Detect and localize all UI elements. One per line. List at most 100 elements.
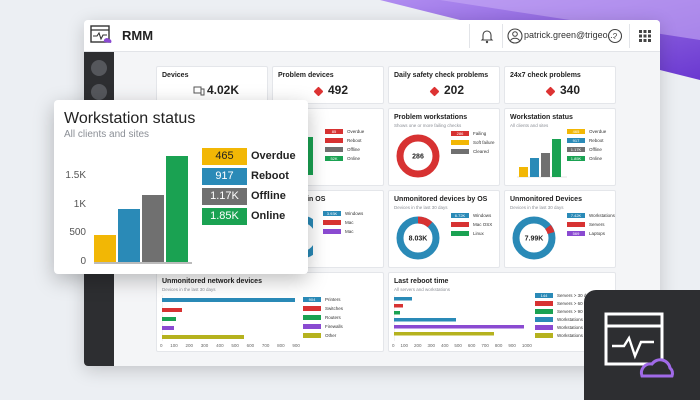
header-divider: [502, 24, 503, 48]
app-header: RMM patrick.green@trigeo... ?: [84, 20, 660, 52]
legend-item: 286 Failing: [451, 131, 486, 137]
card-workstation-status-small[interactable]: Workstation status All clients and sites…: [504, 108, 616, 186]
card-unmonitored-devices[interactable]: Unmonitored Devices Devices in the last …: [504, 190, 616, 268]
svg-text:?: ?: [613, 32, 618, 41]
legend-item: Soft failure: [451, 140, 495, 146]
legend-item: Servers > 90 days: [535, 309, 593, 315]
card-subtitle: All servers and workstations: [394, 287, 451, 292]
bar-offline[interactable]: [142, 194, 164, 262]
x-axis-ticks: 0 100 200 300 400 500 600 700 800 900: [160, 343, 300, 348]
card-problem-workstations[interactable]: Problem workstations Shows one or more f…: [388, 108, 500, 186]
stat-value: 4.02K: [207, 83, 240, 97]
workstation-status-card[interactable]: Workstation status All clients and sites…: [54, 100, 308, 274]
legend-badge-overdue: 465: [202, 148, 247, 165]
legend-item: Reboot: [325, 138, 362, 144]
card-title: Unmonitored Devices: [510, 196, 582, 203]
legend-badge-reboot: 917: [202, 168, 247, 185]
legend-item: Workstations > 60 days: [535, 325, 604, 331]
apps-grid-icon[interactable]: [636, 27, 654, 45]
help-icon[interactable]: ?: [606, 27, 624, 45]
legend-item: Workstations > 90 days: [535, 333, 604, 339]
sidebar-nav-item[interactable]: [91, 84, 107, 100]
legend-badge-offline: 1.17K: [202, 188, 247, 205]
y-tick-label: 1.5K: [65, 169, 86, 181]
donut-chart: 286: [396, 134, 440, 178]
legend-item: Servers > 60 days: [535, 301, 593, 307]
legend-label-reboot: Reboot: [251, 170, 289, 182]
legend-item: Linux: [451, 231, 484, 237]
stat-card-devices[interactable]: Devices 4.02K: [156, 66, 268, 104]
rmm-logo-icon: [90, 25, 112, 43]
warning-diamond-icon: [429, 86, 440, 97]
legend-label-offline: Offline: [251, 190, 286, 202]
donut-center-value: 286: [412, 154, 424, 161]
horizontal-bar-chart: [394, 295, 524, 341]
legend-item: 904 Printers: [303, 297, 341, 303]
donut-chart: 8.03K: [396, 216, 440, 260]
card-subtitle: All clients and sites: [64, 129, 150, 140]
x-axis-ticks: 0 100 200 300 400 500 600 700 800 900 1000: [392, 343, 532, 348]
legend-item: 1.85K Online: [567, 156, 602, 162]
card-title: Problem workstations: [394, 114, 468, 121]
legend-item: 52K Online: [325, 156, 360, 162]
legend-item: Workstations > 30 days: [535, 317, 604, 323]
stat-title: Problem devices: [278, 72, 334, 79]
legend-item: Switches: [303, 306, 343, 312]
legend-item: Mac: [323, 229, 354, 235]
stat-title: Devices: [162, 72, 189, 79]
card-subtitle: Shows one or more failing checks: [394, 123, 462, 128]
card-subtitle: All clients and sites: [510, 123, 549, 128]
stat-title: 24x7 check problems: [510, 72, 581, 79]
card-subtitle: Devices in the last 30 days: [510, 205, 564, 210]
card-subtitle: Devices in the last 30 days: [162, 287, 216, 292]
donut-center-value: 7.99K: [525, 236, 544, 243]
warning-diamond-icon: [545, 86, 556, 97]
card-title: Unmonitored network devices: [162, 278, 262, 285]
donut-center-value: 8.03K: [409, 236, 428, 243]
stat-value: 202: [444, 83, 465, 97]
legend-item: 7.42K Workstations: [567, 213, 615, 219]
legend-item: Servers: [567, 222, 605, 228]
legend-item: 85 Overdue: [325, 129, 364, 135]
y-tick-label: 500: [69, 227, 86, 239]
card-last-reboot[interactable]: Last reboot time All servers and worksta…: [388, 272, 616, 352]
horizontal-bar-chart: [162, 295, 295, 341]
bar-overdue[interactable]: [94, 235, 116, 262]
product-icon-tile: [584, 290, 700, 400]
bar-online[interactable]: [166, 155, 188, 262]
header-divider: [469, 24, 470, 48]
user-avatar-icon[interactable]: [506, 27, 524, 45]
rmm-product-icon: [604, 312, 674, 378]
stat-card-24x7-check[interactable]: 24x7 check problems 340: [504, 66, 616, 104]
legend-item: 917 Reboot: [567, 138, 604, 144]
legend-badge-online: 1.85K: [202, 208, 247, 225]
card-subtitle: Devices in the last 30 days: [394, 205, 448, 210]
donut-chart: 7.99K: [512, 216, 556, 260]
stat-value: 492: [328, 83, 349, 97]
legend-item: 569 Laptops: [567, 231, 605, 237]
stat-card-safety-check[interactable]: Daily safety check problems 202: [388, 66, 500, 104]
sidebar-nav-item[interactable]: [91, 60, 107, 76]
card-title: main OS: [297, 196, 326, 203]
stat-title: Daily safety check problems: [394, 72, 489, 79]
legend-item: Firewalls: [303, 324, 343, 330]
legend-item: Mac: [323, 220, 354, 226]
legend-item: 1.17K Offline: [567, 147, 602, 153]
bell-icon[interactable]: [478, 27, 496, 45]
card-unmonitored-network[interactable]: Unmonitored network devices Devices in t…: [156, 272, 384, 352]
user-email[interactable]: patrick.green@trigeo...: [524, 30, 616, 40]
legend-label-overdue: Overdue: [251, 150, 296, 162]
legend-label-online: Online: [251, 210, 286, 222]
card-title: Unmonitored devices by OS: [394, 196, 488, 203]
card-unmonitored-os[interactable]: Unmonitored devices by OS Devices in the…: [388, 190, 500, 268]
legend-item: Mac OSX: [451, 222, 492, 228]
stat-card-problem-devices[interactable]: Problem devices 492: [272, 66, 384, 104]
legend-item: 3.93K Windows: [323, 211, 363, 217]
y-tick-label: 0: [80, 256, 86, 267]
legend-item: 465 Overdue: [567, 129, 606, 135]
card-title: Workstation status: [510, 114, 573, 121]
card-title: Workstation status: [64, 110, 196, 127]
legend-item: Offline: [325, 147, 360, 153]
bar-reboot[interactable]: [118, 209, 140, 262]
mini-bar-chart: [517, 139, 567, 178]
